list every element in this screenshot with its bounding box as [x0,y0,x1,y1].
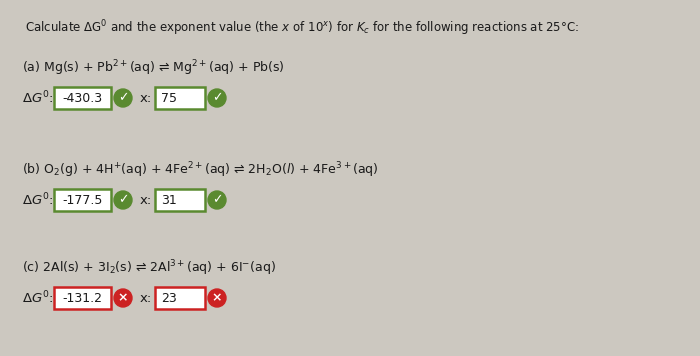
Text: -177.5: -177.5 [62,194,103,206]
Text: -131.2: -131.2 [62,292,102,304]
Text: x:: x: [140,292,153,304]
Text: (a) Mg(s) + Pb$^{2+}$(aq) ⇌ Mg$^{2+}$(aq) + Pb(s): (a) Mg(s) + Pb$^{2+}$(aq) ⇌ Mg$^{2+}$(aq… [22,58,285,78]
Text: $\Delta G^{0}$:: $\Delta G^{0}$: [22,290,53,306]
Text: ×: × [211,292,223,304]
Text: (c) 2Al(s) + 3I$_{2}$(s) ⇌ 2Al$^{3+}$(aq) + 6I$^{-}$(aq): (c) 2Al(s) + 3I$_{2}$(s) ⇌ 2Al$^{3+}$(aq… [22,258,276,278]
FancyBboxPatch shape [54,87,111,109]
Text: x:: x: [140,91,153,105]
Circle shape [114,89,132,107]
Text: 31: 31 [161,194,176,206]
Text: 75: 75 [161,91,177,105]
Circle shape [114,289,132,307]
Text: -430.3: -430.3 [62,91,103,105]
Circle shape [208,191,226,209]
Text: $\Delta G^{0}$:: $\Delta G^{0}$: [22,90,53,106]
Text: x:: x: [140,194,153,206]
Text: ✓: ✓ [118,194,128,206]
Circle shape [208,89,226,107]
Text: ×: × [118,292,128,304]
Text: $\Delta G^{0}$:: $\Delta G^{0}$: [22,192,53,208]
Text: Calculate ΔG$^{0}$ and the exponent value (the $x$ of 10$^{x}$) for $K_c$ for th: Calculate ΔG$^{0}$ and the exponent valu… [25,18,579,38]
Circle shape [114,191,132,209]
FancyBboxPatch shape [54,287,111,309]
Text: (b) O$_{2}$(g) + 4H$^{+}$(aq) + 4Fe$^{2+}$(aq) ⇌ 2H$_{2}$O($l$) + 4Fe$^{3+}$(aq): (b) O$_{2}$(g) + 4H$^{+}$(aq) + 4Fe$^{2+… [22,160,379,179]
Text: ✓: ✓ [211,91,223,105]
Text: ✓: ✓ [118,91,128,105]
FancyBboxPatch shape [54,189,111,211]
Text: 23: 23 [161,292,176,304]
FancyBboxPatch shape [155,287,205,309]
FancyBboxPatch shape [155,87,205,109]
Text: ✓: ✓ [211,194,223,206]
FancyBboxPatch shape [155,189,205,211]
Circle shape [208,289,226,307]
